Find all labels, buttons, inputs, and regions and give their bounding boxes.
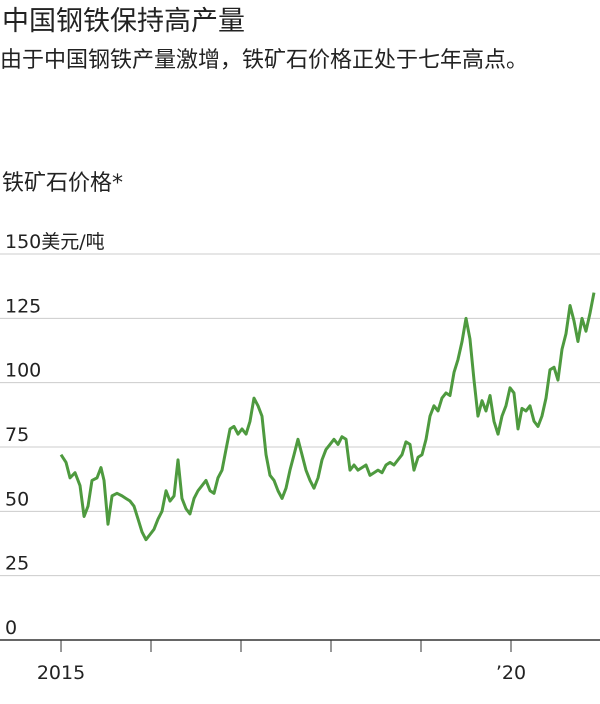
y-tick-label: 150美元/吨 <box>5 231 105 253</box>
y-tick-label: 125 <box>5 295 41 317</box>
chart-subtitle: 由于中国钢铁产量激增，铁矿石价格正处于七年高点。 <box>0 48 529 73</box>
x-tick-label: 2015 <box>37 662 85 684</box>
chart-title: 中国钢铁保持高产量 <box>2 6 245 37</box>
y-tick-label: 25 <box>5 553 29 575</box>
y-tick-label: 0 <box>5 617 17 639</box>
y-tick-label: 50 <box>5 488 29 510</box>
y-tick-label: 75 <box>5 424 29 446</box>
chart-label: 铁矿石价格* <box>2 171 123 196</box>
y-tick-label: 100 <box>5 360 41 382</box>
x-tick-label: ’20 <box>496 662 526 684</box>
y-unit: 美元/吨 <box>41 231 104 253</box>
price-line <box>59 292 596 542</box>
subtitle-box: 由于中国钢铁产量激增，铁矿石价格正处于七年高点。 <box>0 48 529 73</box>
